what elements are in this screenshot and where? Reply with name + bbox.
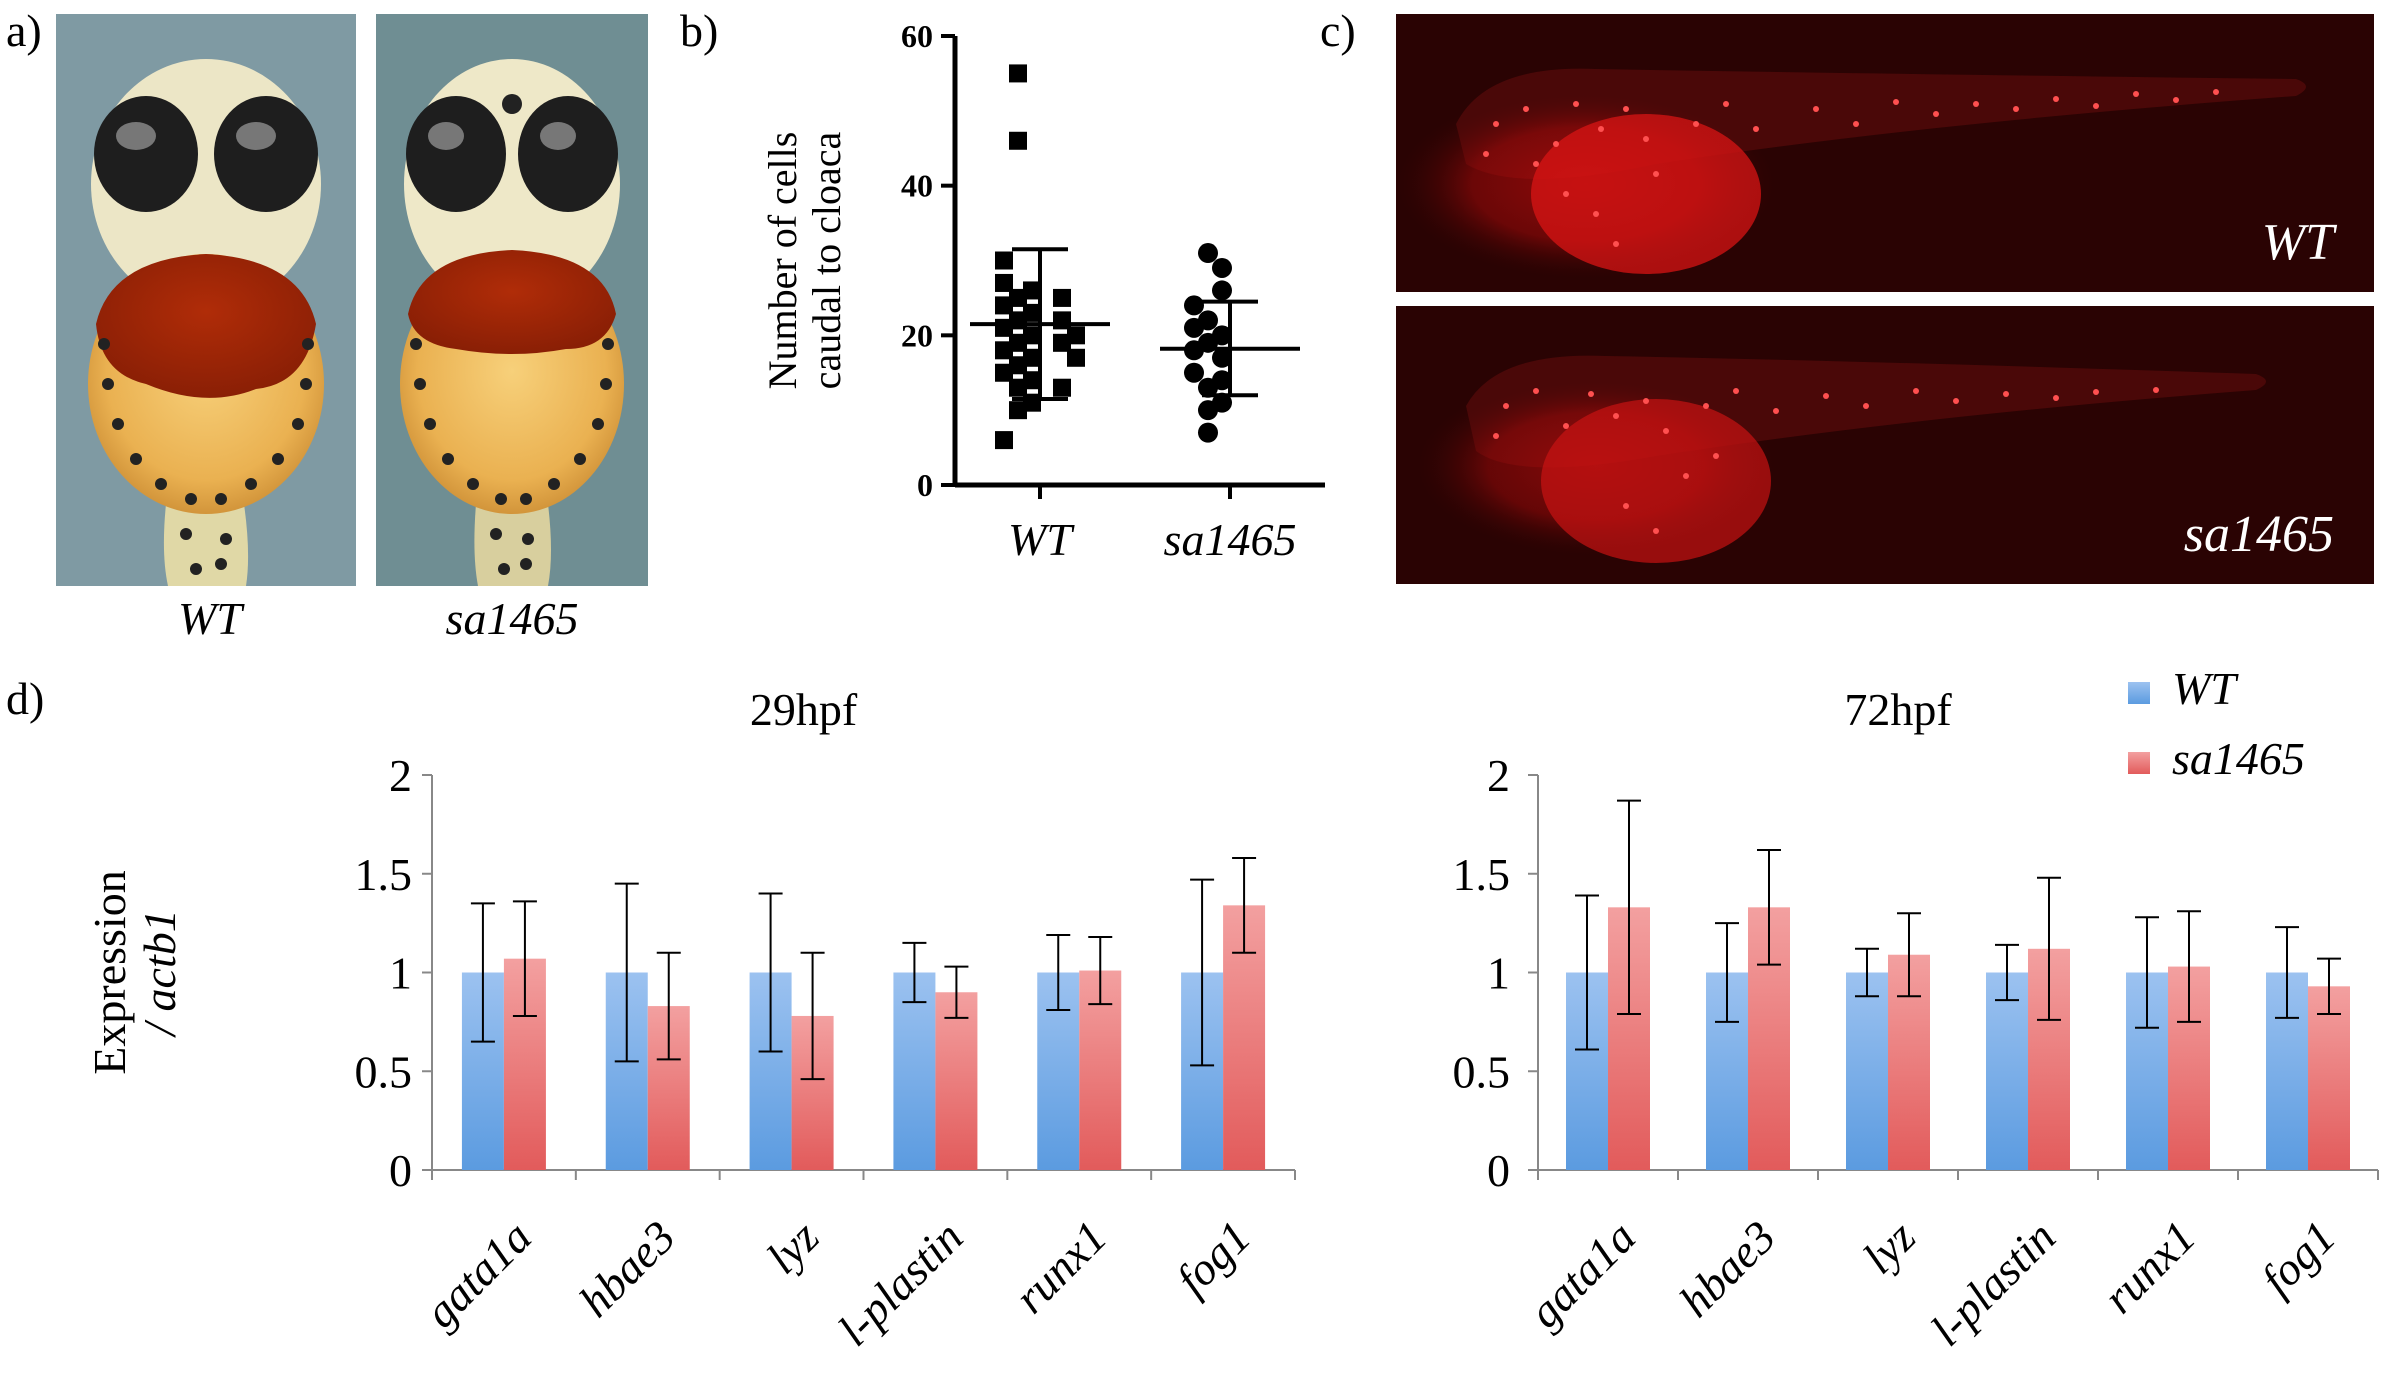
data-point bbox=[1067, 326, 1085, 345]
y-tick-label: 1 bbox=[389, 948, 412, 999]
data-point bbox=[1067, 348, 1085, 367]
x-tick-label: WT bbox=[1008, 514, 1075, 565]
data-point bbox=[1023, 326, 1041, 345]
data-point bbox=[1009, 356, 1027, 375]
data-point bbox=[1184, 362, 1204, 383]
x-tick-label: fog1 bbox=[2251, 1211, 2345, 1305]
data-point bbox=[1198, 377, 1218, 398]
data-point bbox=[1184, 317, 1204, 338]
data-point bbox=[1009, 64, 1027, 83]
data-point bbox=[1023, 281, 1041, 300]
data-point bbox=[1212, 257, 1232, 278]
data-point bbox=[995, 341, 1013, 360]
wt-fluorescence-label: WT bbox=[2261, 214, 2334, 271]
wt-fluorescence-image: WT bbox=[1396, 14, 2374, 292]
data-point bbox=[1009, 131, 1027, 150]
legend: WT sa1465 bbox=[2128, 663, 2305, 784]
bar-wt bbox=[1846, 972, 1888, 1170]
sa1465-fluorescence-image: sa1465 bbox=[1396, 306, 2374, 584]
data-point bbox=[1212, 280, 1232, 301]
data-point bbox=[1009, 333, 1027, 352]
data-point bbox=[1023, 371, 1041, 390]
chart-29hpf: 29hpf 0 0.5 1 1.5 2 gata1a hbae3 lyz l-plastin run… bbox=[355, 684, 1296, 1356]
x-tick-label: runx1 bbox=[2093, 1211, 2205, 1323]
data-point bbox=[1212, 347, 1232, 368]
x-tick-label: lyz bbox=[1853, 1211, 1925, 1283]
x-tick-label: gata1a bbox=[415, 1211, 541, 1337]
data-point bbox=[995, 296, 1013, 315]
data-point bbox=[995, 431, 1013, 450]
x-tick-label: runx1 bbox=[1004, 1211, 1116, 1323]
y-tick-label: 0 bbox=[389, 1145, 412, 1196]
y-axis-title: Expression / actb1 bbox=[84, 870, 185, 1074]
x-tick-label: lyz bbox=[756, 1211, 828, 1283]
chart-title: 72hpf bbox=[1844, 684, 1952, 735]
bar-sa1465 bbox=[2308, 986, 2350, 1170]
y-tick-label: 1.5 bbox=[1453, 849, 1511, 900]
x-tick-label: l-plastin bbox=[1921, 1211, 2065, 1355]
y-tick-label: 60 bbox=[901, 18, 933, 54]
data-point bbox=[1198, 243, 1218, 264]
panel-b-label: b) bbox=[680, 5, 719, 56]
data-point bbox=[995, 363, 1013, 382]
x-tick-label: gata1a bbox=[1519, 1211, 1645, 1337]
chart-title: 29hpf bbox=[750, 684, 858, 735]
legend-label-sa1465: sa1465 bbox=[2172, 733, 2305, 784]
wt-photo-caption: WT bbox=[178, 593, 242, 644]
wt-fluorescence-drawing bbox=[1396, 68, 2306, 279]
y-tick-label: 1.5 bbox=[355, 849, 413, 900]
sa1465-fluorescence-label: sa1465 bbox=[2183, 506, 2334, 563]
panel-a-label: a) bbox=[6, 5, 42, 56]
y-tick-label: 20 bbox=[901, 317, 933, 353]
y-tick-label: 1 bbox=[1487, 948, 1510, 999]
y-tick-label: 0 bbox=[1487, 1145, 1510, 1196]
bar-wt bbox=[893, 972, 936, 1170]
data-point bbox=[1184, 295, 1204, 316]
cell-count-scatter-chart: 0 20 40 60 Number of cells caudal to cloaca WT… bbox=[760, 18, 1325, 565]
data-point bbox=[1053, 378, 1071, 397]
bar-wt bbox=[1986, 972, 2028, 1170]
bar-sa1465 bbox=[935, 992, 978, 1170]
legend-swatch-wt bbox=[2128, 682, 2150, 704]
data-point bbox=[1053, 333, 1071, 352]
y-axis-title-line1: Expression bbox=[84, 870, 135, 1074]
x-tick-label: l-plastin bbox=[828, 1211, 972, 1355]
data-point bbox=[1198, 400, 1218, 421]
y-tick-label: 40 bbox=[901, 168, 933, 204]
data-point bbox=[1023, 348, 1041, 367]
legend-label-wt: WT bbox=[2172, 663, 2239, 714]
sa1465-photo-caption: sa1465 bbox=[445, 593, 579, 644]
y-axis-title-line2: / actb1 bbox=[134, 909, 185, 1038]
data-point bbox=[995, 273, 1013, 292]
data-point bbox=[1023, 303, 1041, 322]
y-tick-label: 2 bbox=[1487, 750, 1510, 801]
data-point bbox=[1009, 401, 1027, 420]
y-tick-label: 2 bbox=[389, 750, 412, 801]
sa1465-fluorescence-drawing bbox=[1416, 355, 2266, 563]
y-tick-label: 0 bbox=[917, 467, 933, 503]
x-tick-label: hbae3 bbox=[569, 1211, 685, 1327]
x-tick-label: hbae3 bbox=[1670, 1211, 1786, 1327]
y-tick-label: 0.5 bbox=[1453, 1046, 1511, 1097]
y-tick-label: 0.5 bbox=[355, 1046, 413, 1097]
data-point bbox=[1198, 422, 1218, 443]
y-axis-title: Number of cells caudal to cloaca bbox=[760, 131, 849, 389]
y-axis-title-line2: caudal to cloaca bbox=[804, 131, 849, 389]
panel-d-label: d) bbox=[6, 673, 45, 724]
data-point bbox=[995, 251, 1013, 270]
x-tick-label: fog1 bbox=[1166, 1211, 1260, 1305]
panel-c-label: c) bbox=[1320, 5, 1356, 56]
legend-swatch-sa1465 bbox=[2128, 752, 2150, 774]
sa1465-larva-photo bbox=[376, 14, 648, 586]
wt-larva-photo bbox=[56, 14, 356, 586]
x-tick-label: sa1465 bbox=[1164, 514, 1297, 565]
y-axis-title-line1: Number of cells bbox=[760, 132, 805, 390]
data-point bbox=[1053, 288, 1071, 307]
data-point bbox=[1009, 378, 1027, 397]
data-point bbox=[1009, 288, 1027, 307]
